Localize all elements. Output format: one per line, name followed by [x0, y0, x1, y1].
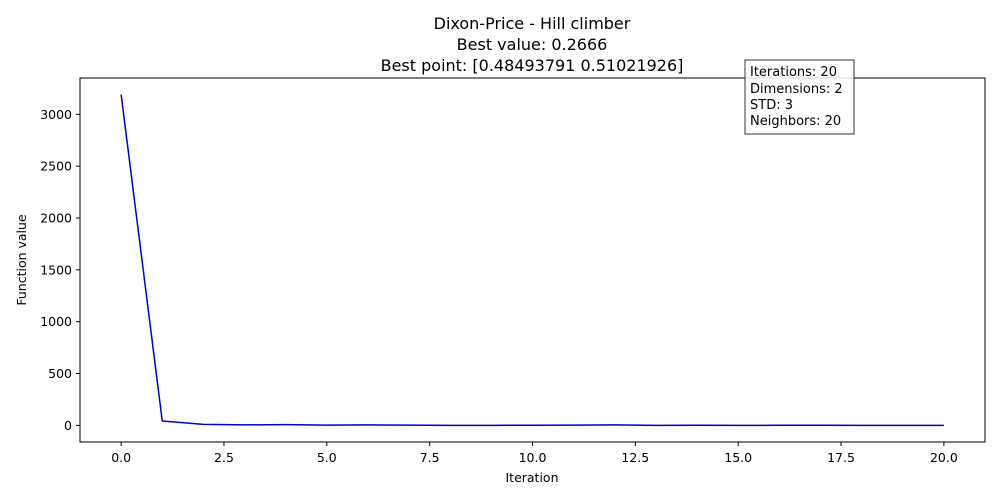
x-tick-label: 12.5	[621, 450, 649, 465]
info-std: STD: 3	[750, 98, 793, 113]
chart-title-line-3: Best point: [0.48493791 0.51021926]	[381, 56, 684, 75]
y-axis-label: Function value	[14, 214, 29, 306]
y-tick-label: 2000	[40, 211, 72, 226]
y-tick-label: 1000	[40, 314, 72, 329]
chart-title: Dixon-Price - Hill climber Best value: 0…	[381, 14, 684, 75]
y-tick-label: 500	[48, 366, 72, 381]
x-tick-label: 5.0	[317, 450, 337, 465]
info-box: Iterations: 20 Dimensions: 2 STD: 3 Neig…	[745, 60, 854, 134]
x-tick-label: 7.5	[420, 450, 440, 465]
x-tick-label: 15.0	[724, 450, 752, 465]
y-tick-label: 1500	[40, 262, 72, 277]
chart-title-line-2: Best value: 0.2666	[457, 35, 608, 54]
y-axis-ticks: 0 500 1000 1500 2000 2500 3000	[40, 107, 80, 433]
x-axis-label: Iteration	[505, 470, 558, 485]
x-tick-label: 10.0	[519, 450, 547, 465]
x-tick-label: 17.5	[827, 450, 855, 465]
info-dimensions: Dimensions: 2	[750, 82, 843, 97]
y-tick-label: 3000	[40, 107, 72, 122]
info-neighbors: Neighbors: 20	[750, 114, 841, 129]
x-axis-ticks: 0.0 2.5 5.0 7.5 10.0 12.5 15.0 17.5 20.0	[111, 442, 958, 465]
y-tick-label: 2500	[40, 159, 72, 174]
series-line	[121, 95, 944, 426]
x-tick-label: 20.0	[930, 450, 958, 465]
info-iterations: Iterations: 20	[750, 65, 837, 80]
x-tick-label: 0.0	[111, 450, 131, 465]
chart-title-line-1: Dixon-Price - Hill climber	[434, 14, 631, 33]
series-layer	[121, 95, 944, 426]
y-tick-label: 0	[64, 418, 72, 433]
x-tick-label: 2.5	[214, 450, 234, 465]
